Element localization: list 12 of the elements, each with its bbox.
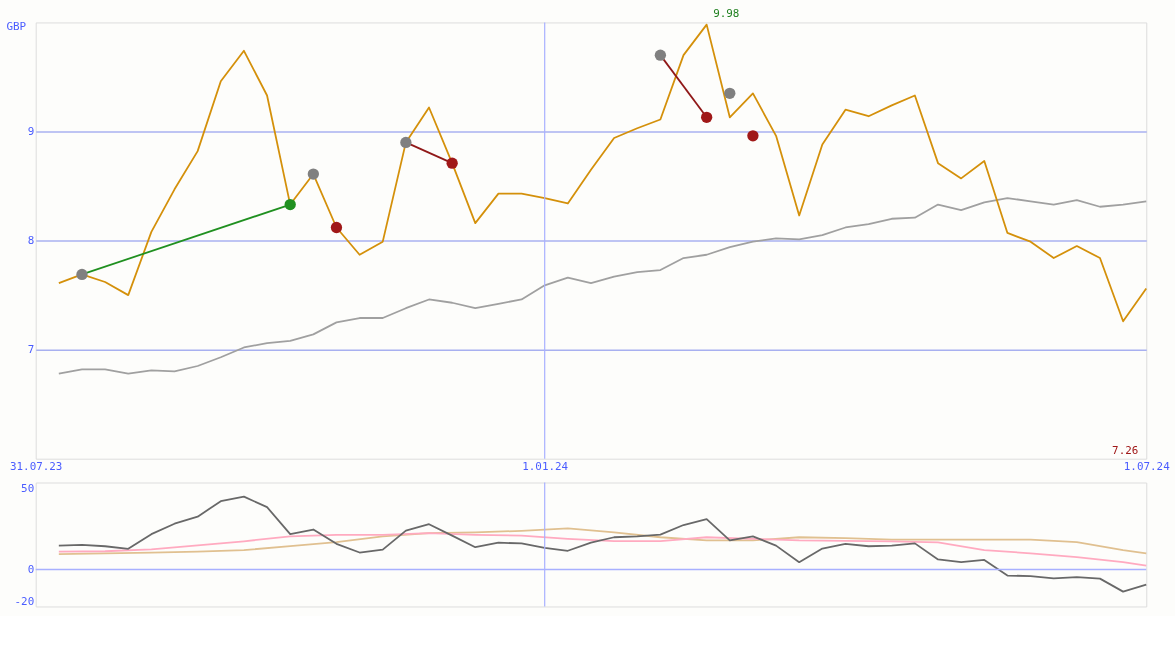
x-tick-label: 1.01.24 bbox=[522, 460, 569, 474]
annotation: 7.26 bbox=[1112, 443, 1139, 457]
y-tick-label: 0 bbox=[27, 562, 35, 576]
y-tick-label: 8 bbox=[27, 234, 35, 248]
y-tick-label: 50 bbox=[21, 482, 35, 496]
y-tick-label: 9 bbox=[27, 124, 35, 138]
y-axis-title: GBP bbox=[6, 19, 27, 33]
y-tick-label: -20 bbox=[14, 595, 35, 609]
y-tick-label: 7 bbox=[27, 343, 35, 357]
x-tick-label: 1.07.24 bbox=[1123, 460, 1171, 474]
text: 9.98 bbox=[713, 7, 740, 21]
x-tick-label: 31.07.23 bbox=[9, 460, 63, 474]
